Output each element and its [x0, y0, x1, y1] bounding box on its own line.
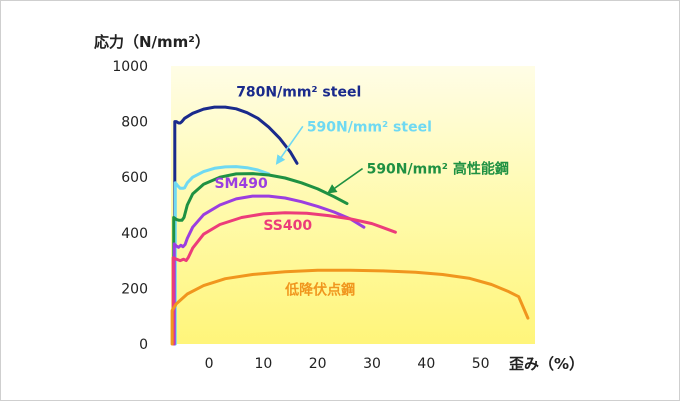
series-line-1 [173, 105, 299, 346]
y-tick-label: 1000 [112, 59, 148, 75]
series-line-2 [173, 165, 271, 346]
series-label-2: 590N/mm² steel [307, 119, 432, 135]
annotation-arrow [326, 167, 364, 194]
y-tick-label: 400 [121, 226, 148, 242]
series-line-4 [172, 194, 366, 346]
y-tick-label: 200 [121, 281, 148, 297]
series-label-6: 低降伏点鋼 [284, 282, 355, 299]
series-label-4: SM490 [214, 176, 267, 192]
series-label-1: 780N/mm² steel [236, 85, 361, 101]
y-axis-title: 応力（N/mm²） [94, 33, 210, 51]
y-tick-label: 800 [121, 115, 148, 131]
series-line-6 [170, 268, 530, 346]
series-label-3: 590N/mm² 高性能鋼 [367, 161, 509, 178]
x-tick-label: 10 [254, 356, 272, 372]
x-tick-label: 0 [205, 356, 214, 372]
x-axis-title: 歪み（%） [509, 355, 584, 373]
series-line-5 [171, 211, 397, 346]
x-tick-label: 50 [472, 356, 490, 372]
y-tick-label: 600 [121, 170, 148, 186]
series-label-5: SS400 [263, 218, 312, 234]
x-tick-label: 40 [417, 356, 435, 372]
annotation-arrow [275, 125, 304, 165]
y-tick-label: 0 [139, 337, 148, 353]
x-tick-label: 30 [363, 356, 381, 372]
x-tick-label: 20 [309, 356, 327, 372]
plot-background [171, 66, 535, 344]
series-line-3 [172, 172, 349, 346]
